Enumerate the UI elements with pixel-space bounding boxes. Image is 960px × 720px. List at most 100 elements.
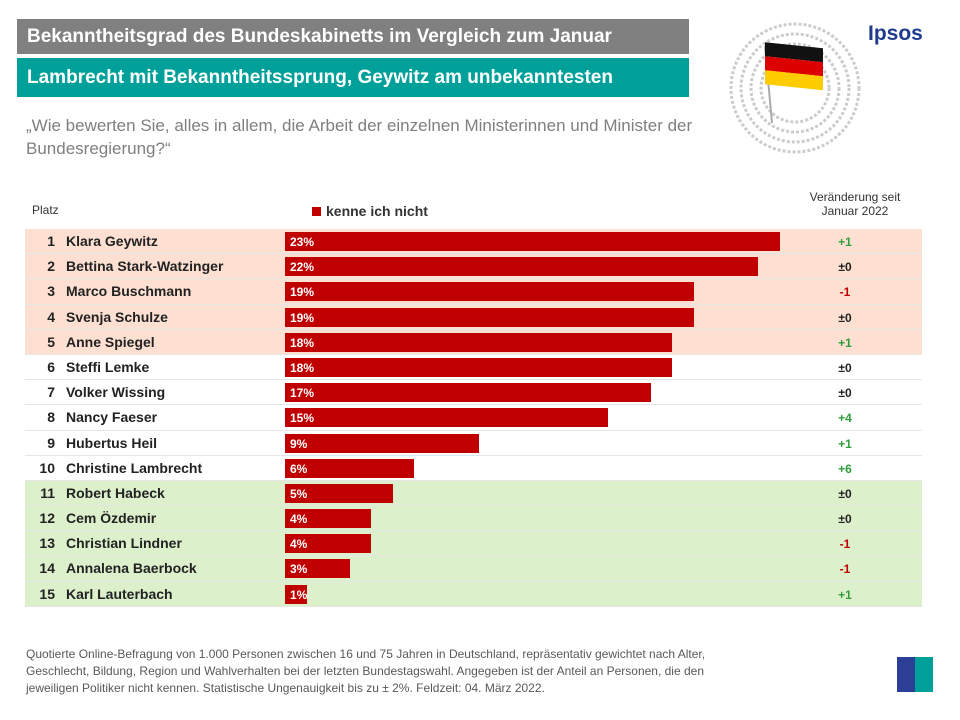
minister-name: Christian Lindner [66,535,182,552]
change-value: +1 [838,587,852,602]
bar [285,559,350,579]
minister-name: Steffi Lemke [66,358,150,375]
bar-label: 4% [290,537,308,552]
bar [285,458,414,478]
table-row: 4 Svenja Schulze 19% ±0 [25,304,922,330]
rank: 1 [47,233,55,249]
table-row: 10 Christine Lambrecht 6% +6 [25,455,922,481]
title: Bekanntheitsgrad des Bundeskabinetts im … [17,19,689,54]
bar-label: 22% [290,260,315,275]
legend-swatch [312,207,321,216]
rank: 3 [47,283,55,300]
change-value: -1 [839,537,851,552]
minister-name: Hubertus Heil [66,434,158,451]
table-row: 1 Klara Geywitz 23% +1 [25,229,922,255]
minister-name: Robert Habeck [66,484,165,501]
subtitle: Lambrecht mit Bekanntheitssprung, Geywit… [17,58,689,97]
change-value: +1 [838,436,852,451]
rank: 14 [39,560,55,577]
bar [285,307,694,327]
bar-label: 19% [290,310,315,325]
table-row: 3 Marco Buschmann 19% -1 [25,279,922,305]
minister-name: Nancy Faeser [66,409,158,426]
table-row: 8 Nancy Faeser 15% +4 [25,405,922,431]
bar [285,232,780,251]
table-row: 12 Cem Özdemir 4% ±0 [25,506,922,532]
table-row: 14 Annalena Baerbock 3% -1 [25,556,922,582]
rank: 5 [47,333,55,350]
change-value: ±0 [838,386,852,401]
minister-name: Bettina Stark-Watzinger [66,258,224,275]
change-header: Veränderung seit Januar 2022 [809,190,901,218]
bar-label: 6% [290,461,308,476]
bar [285,534,371,554]
change-value: -1 [839,562,851,577]
change-value: ±0 [838,512,852,527]
bar [285,509,371,529]
bar [285,357,672,377]
bar-label: 5% [290,486,308,501]
bar [285,332,672,352]
minister-name: Anne Spiegel [66,333,155,350]
table-row: 7 Volker Wissing 17% ±0 [25,380,922,406]
table-row: 6 Steffi Lemke 18% ±0 [25,354,922,381]
minister-name: Christine Lambrecht [66,459,203,476]
parliament-flag-icon [729,22,861,154]
change-value: ±0 [838,310,852,325]
table-row: 13 Christian Lindner 4% -1 [25,531,922,557]
minister-name: Marco Buschmann [66,283,192,300]
rank: 7 [47,384,55,401]
rank: 13 [39,535,55,552]
change-value: +6 [838,461,852,476]
rank: 10 [39,459,55,476]
table-row: 5 Anne Spiegel 18% +1 [25,329,922,355]
change-value: +1 [838,335,852,350]
bar [285,408,608,428]
table-row: 11 Robert Habeck 5% ±0 [25,480,922,507]
bar [285,483,393,503]
minister-name: Annalena Baerbock [66,560,197,577]
table-row: 2 Bettina Stark-Watzinger 22% ±0 [25,254,922,280]
legend-label: kenne ich nicht [326,203,428,219]
bar-label: 17% [290,386,315,401]
legend: kenne ich nicht [312,203,428,219]
bar-label: 18% [290,335,315,350]
change-value: +1 [838,235,852,249]
change-value: ±0 [838,486,852,501]
footnote: Quotierte Online-Befragung von 1.000 Per… [26,647,706,695]
rank-header: Platz [32,203,59,217]
rank: 8 [47,409,55,426]
change-value: +4 [838,411,852,426]
ipsos-logo: Ipsos [868,22,923,45]
bar-label: 15% [290,411,315,426]
bar-label: 9% [290,436,308,451]
table-row: 15 Karl Lauterbach 1% +1 [25,581,922,607]
minister-name: Klara Geywitz [66,233,158,249]
bar [285,584,307,604]
bar [285,257,758,277]
bar-label: 23% [290,235,315,249]
bar [285,282,694,302]
rank: 6 [47,358,55,375]
rank: 4 [47,308,55,325]
rank: 15 [39,585,55,602]
question: „Wie bewerten Sie, alles in allem, die A… [26,116,693,158]
bar-label: 3% [290,562,308,577]
minister-name: Cem Özdemir [66,510,157,527]
rank: 2 [47,258,55,275]
chart-rows: 1 Klara Geywitz 23% +1 2 Bettina Stark-Wa… [25,229,922,607]
minister-name: Karl Lauterbach [66,585,173,602]
minister-name: Svenja Schulze [66,308,168,325]
rank: 9 [47,434,55,451]
ipsos-footer-logo [897,657,933,692]
minister-name: Volker Wissing [66,384,166,401]
rank: 12 [39,510,55,527]
table-row: 9 Hubertus Heil 9% +1 [25,430,922,456]
bar [285,433,479,453]
bar-label: 4% [290,512,308,527]
change-value: -1 [839,285,851,300]
bar-label: 18% [290,360,315,375]
change-value: ±0 [838,260,852,275]
bar-label: 19% [290,285,315,300]
bar-label: 1% [290,587,308,602]
